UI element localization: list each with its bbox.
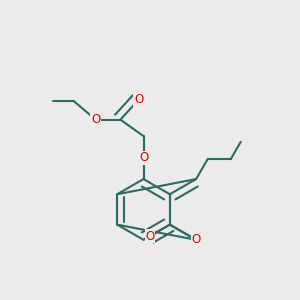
Text: O: O <box>139 151 148 164</box>
Text: O: O <box>191 233 201 246</box>
Text: O: O <box>91 113 100 126</box>
Text: O: O <box>134 93 143 106</box>
Text: O: O <box>145 230 154 243</box>
